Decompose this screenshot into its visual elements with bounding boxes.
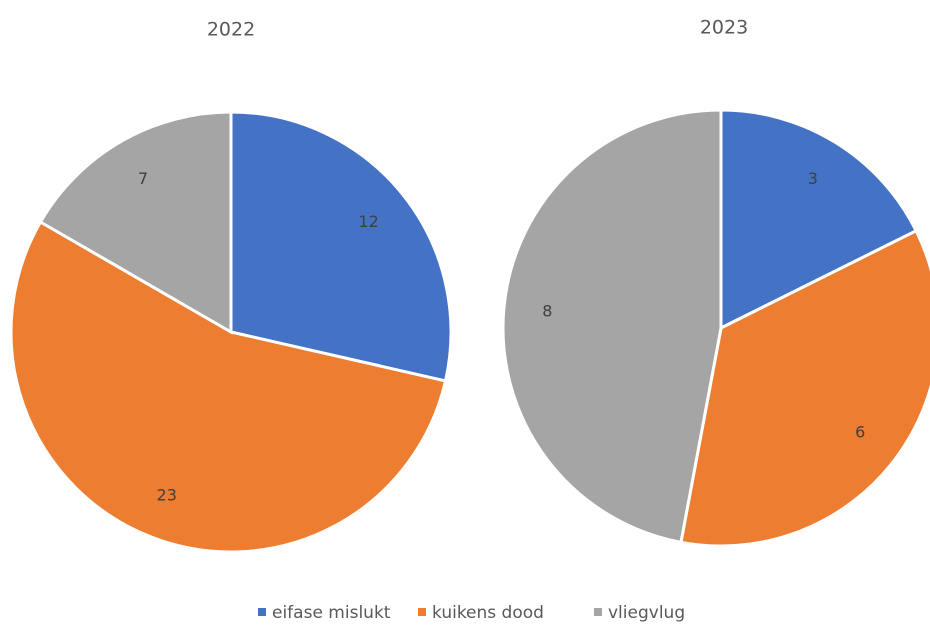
data-label: 7 <box>138 169 148 188</box>
pie-slice <box>679 228 930 548</box>
pie-slice <box>229 110 453 383</box>
chart-title: 2022 <box>207 19 255 41</box>
legend-label: vliegvlug <box>608 603 685 623</box>
data-label: 6 <box>855 423 865 442</box>
legend-label: kuikens dood <box>432 603 544 623</box>
data-label: 8 <box>542 301 552 320</box>
pie-slice <box>501 108 723 545</box>
pie-slice <box>9 219 448 554</box>
legend-swatch <box>594 608 602 616</box>
data-label: 23 <box>157 485 177 504</box>
legend-label: eifase mislukt <box>272 603 391 623</box>
data-label: 12 <box>358 212 378 231</box>
pie-slice <box>38 110 233 335</box>
legend-swatch <box>258 608 266 616</box>
pie-slice <box>719 108 919 331</box>
legend-swatch <box>418 608 426 616</box>
data-label: 3 <box>808 169 818 188</box>
chart-title: 2023 <box>700 17 748 39</box>
